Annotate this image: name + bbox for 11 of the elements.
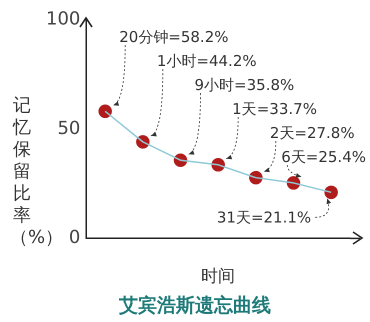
data-label: 9小时=35.8% [194, 76, 294, 94]
x-axis-title: 时间 [201, 266, 236, 286]
data-label: 6天=25.4% [281, 148, 366, 166]
y-tick-label: 100 [46, 8, 80, 30]
data-label: 1天=33.7% [232, 100, 317, 118]
data-label: 1小时=44.2% [156, 52, 257, 70]
data-label: 31天=21.1% [216, 208, 312, 226]
data-label: 20分钟=58.2% [119, 28, 228, 46]
text: 艾宾浩斯遗忘曲线 [118, 294, 271, 317]
y-tick-label: 0 [68, 227, 80, 248]
data-label: 2天=27.8% [270, 124, 355, 142]
